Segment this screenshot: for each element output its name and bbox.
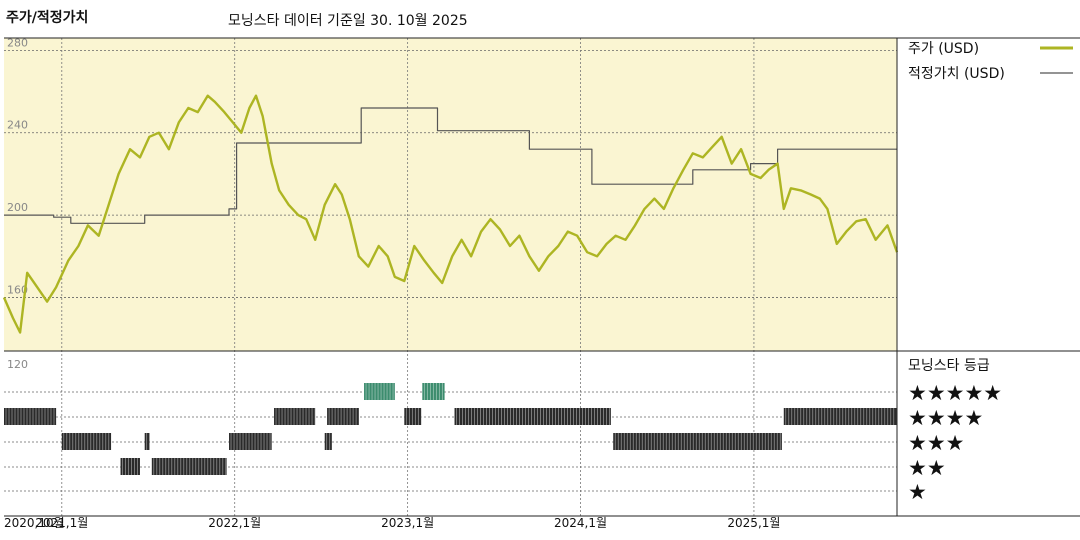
rating-segment: [229, 433, 272, 450]
rating-y-tick-label: 120: [7, 358, 28, 371]
x-tick-label: 2020,10월: [4, 516, 65, 530]
rating-segment: [324, 433, 332, 450]
rating-segment: [274, 408, 316, 425]
legend-price-label: 주가 (USD): [908, 41, 979, 57]
rating-segment: [61, 433, 112, 450]
rating-segment: [364, 383, 395, 400]
rating-segment: [454, 408, 611, 425]
rating-segment: [327, 408, 359, 425]
price-plot-area: [4, 38, 897, 351]
y-tick-labels: 280 240 200 160 120: [7, 36, 28, 371]
rating-segment: [120, 458, 140, 475]
rating-4-stars: ★★★★: [908, 406, 983, 430]
rating-segment: [783, 408, 898, 425]
series-lines: [2, 94, 899, 334]
rating-segment: [4, 408, 57, 425]
rating-segment: [404, 408, 422, 425]
x-tick-label: 2022,1월: [208, 516, 261, 530]
rating-1-star: ★: [908, 480, 927, 504]
rating-legend-title: 모닝스타 등급: [908, 358, 990, 374]
rating-legend: 모닝스타 등급 ★★★★★ ★★★★ ★★★ ★★ ★: [908, 358, 1002, 504]
rating-2-stars: ★★: [908, 456, 946, 480]
fair-value-line: [4, 107, 897, 224]
y-tick-label: 200: [7, 201, 28, 214]
rating-timeline: [4, 383, 898, 475]
price-line: [2, 94, 899, 334]
legend-fair-value-label: 적정가치 (USD): [908, 66, 1005, 82]
rating-segment: [144, 433, 150, 450]
rating-segment: [422, 383, 445, 400]
chart-title: 주가/적정가치: [6, 9, 88, 26]
chart-subtitle: 모닝스타 데이터 기준일 30. 10월 2025: [228, 13, 468, 29]
x-tick-label: 2024,1월: [554, 516, 607, 530]
x-tick-label: 2021,1월: [35, 516, 88, 530]
x-tick-label: 2023,1월: [381, 516, 434, 530]
rating-segment: [613, 433, 782, 450]
rating-segment: [151, 458, 227, 475]
y-tick-label: 280: [7, 36, 28, 49]
y-tick-label: 240: [7, 119, 28, 132]
y-tick-label: 160: [7, 283, 28, 296]
legend: 주가 (USD) 적정가치 (USD): [908, 41, 1073, 82]
x-tick-label: 2025,1월: [727, 516, 780, 530]
rating-3-stars: ★★★: [908, 431, 964, 455]
frame-lines: [4, 37, 1080, 517]
rating-5-stars: ★★★★★: [908, 381, 1002, 405]
